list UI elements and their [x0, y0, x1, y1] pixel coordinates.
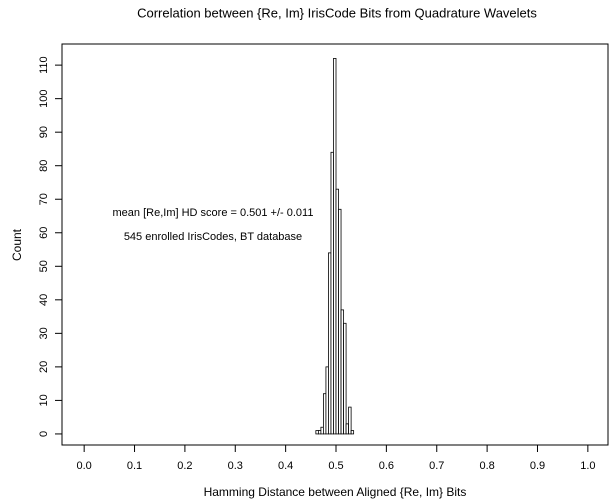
x-tick-label: 0.9: [530, 460, 545, 472]
y-tick-label: 20: [38, 361, 50, 373]
x-tick-label: 0.2: [177, 460, 192, 472]
y-tick-label: 10: [38, 394, 50, 406]
y-tick-label: 60: [38, 227, 50, 239]
annotation: mean [Re,Im] HD score = 0.501 +/- 0.011: [113, 207, 314, 219]
y-tick-label: 100: [38, 89, 50, 107]
x-tick-label: 0.6: [379, 460, 394, 472]
bar: [348, 406, 352, 435]
x-tick-label: 0.3: [228, 460, 243, 472]
x-tick-label: 0.0: [77, 460, 92, 472]
x-tick-label: 0.1: [127, 460, 142, 472]
x-axis-label: Hamming Distance between Aligned {Re, Im…: [204, 485, 467, 499]
y-tick-label: 90: [38, 126, 50, 138]
y-axis-label: Count: [10, 228, 24, 261]
y-tick-label: 110: [38, 56, 50, 74]
x-tick-label: 0.7: [429, 460, 444, 472]
y-tick-label: 50: [38, 260, 50, 272]
x-tick-label: 0.4: [278, 460, 293, 472]
plot-frame: [61, 43, 609, 446]
y-tick-label: 0: [38, 431, 50, 437]
y-tick-label: 40: [38, 294, 50, 306]
annotation: 545 enrolled IrisCodes, BT database: [124, 231, 302, 243]
y-tick-label: 30: [38, 327, 50, 339]
bar: [343, 322, 347, 435]
y-tick-label: 70: [38, 193, 50, 205]
x-tick-label: 0.5: [328, 460, 343, 472]
chart-title: Correlation between {Re, Im} IrisCode Bi…: [137, 5, 537, 20]
bar: [350, 430, 355, 435]
y-tick-label: 80: [38, 160, 50, 172]
x-tick-label: 1.0: [580, 460, 595, 472]
x-tick-label: 0.8: [479, 460, 494, 472]
